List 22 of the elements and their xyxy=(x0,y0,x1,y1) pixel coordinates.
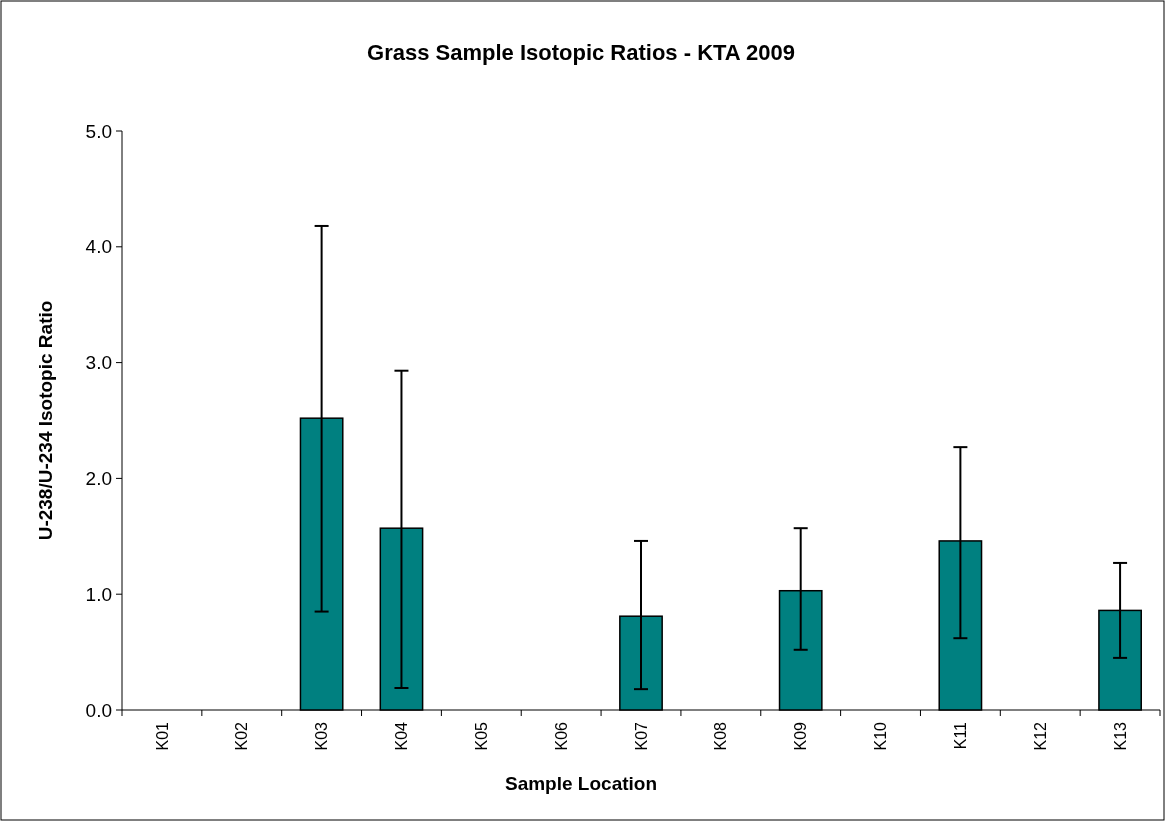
x-tick-label: K02 xyxy=(233,721,251,751)
x-tick-label: K01 xyxy=(153,721,171,751)
y-tick-label: 0.0 xyxy=(85,699,112,721)
x-tick-label: K10 xyxy=(872,721,890,751)
y-tick-label: 5.0 xyxy=(85,120,112,142)
x-tick-label: K05 xyxy=(472,721,490,751)
y-tick-label: 3.0 xyxy=(85,352,112,374)
x-tick-label: K04 xyxy=(393,721,411,751)
y-tick-label: 1.0 xyxy=(85,583,112,605)
y-tick-label: 4.0 xyxy=(85,236,112,258)
x-tick-label: K09 xyxy=(792,721,810,751)
x-tick-label: K12 xyxy=(1031,721,1049,751)
x-tick-label: K03 xyxy=(313,721,331,751)
y-axis-title: U-238/U-234 Isotopic Ratio xyxy=(35,300,56,541)
chart-title: Grass Sample Isotopic Ratios - KTA 2009 xyxy=(367,40,795,65)
x-tick-label: K07 xyxy=(632,721,650,751)
x-tick-label: K08 xyxy=(712,721,730,751)
x-tick-label: K06 xyxy=(552,721,570,751)
x-tick-label: K11 xyxy=(951,721,969,750)
x-tick-label: K13 xyxy=(1111,721,1129,751)
x-axis-title: Sample Location xyxy=(504,773,658,794)
y-tick-label: 2.0 xyxy=(85,468,112,490)
